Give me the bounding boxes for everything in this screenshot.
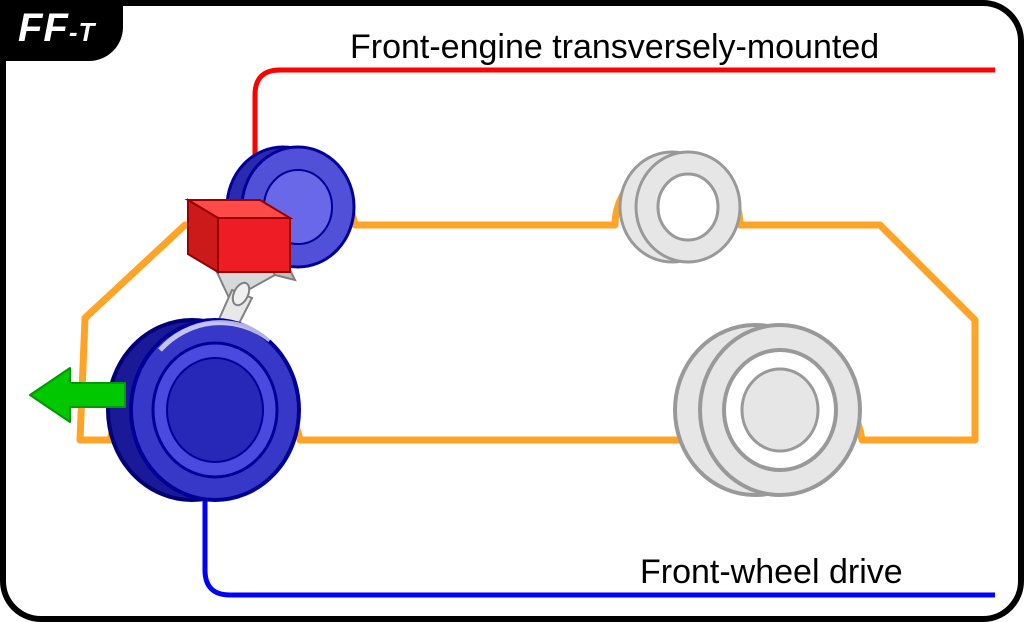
rear-far-wheel [620,152,740,262]
engine-block [188,200,290,272]
badge-main: FF [18,6,69,50]
diagram-svg [0,0,1024,622]
front-near-wheel [108,320,299,500]
engine-label: Front-engine transversely-mounted [350,28,879,67]
badge-sub: -T [69,17,96,47]
outer-frame [3,3,1021,619]
rear-near-wheel [675,325,860,495]
drive-label: Front-wheel drive [640,553,903,592]
diagram-canvas: FF-T Front-engine transversely-mounted F… [0,0,1024,622]
layout-badge: FF-T [0,0,123,61]
